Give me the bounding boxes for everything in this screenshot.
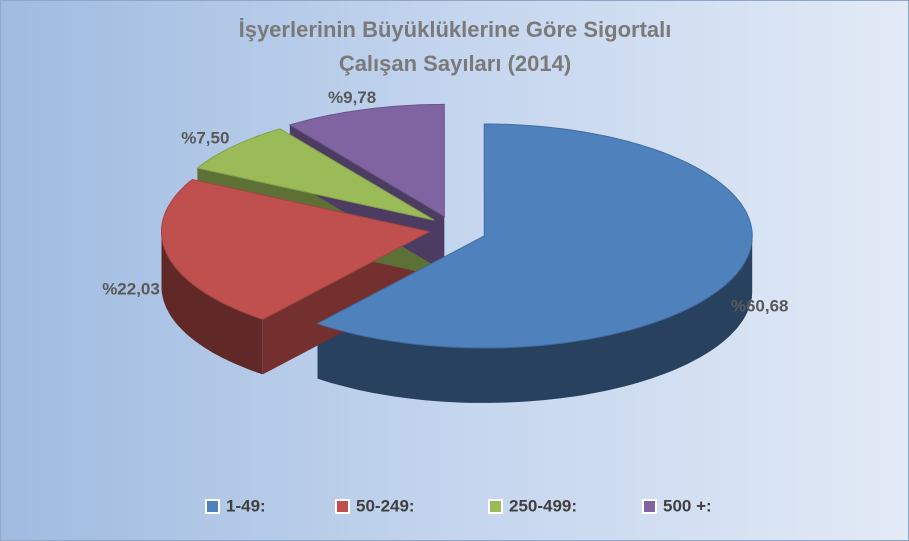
legend-label: 250-499:	[509, 496, 577, 515]
slice	[196, 128, 435, 221]
data-label: %9,78	[328, 88, 376, 107]
legend-label: 50-249:	[356, 496, 415, 515]
chart-title: İşyerlerinin Büyüklüklerine Göre Sigorta…	[238, 17, 672, 76]
legend-swatch	[205, 499, 220, 514]
data-label: %22,03	[102, 280, 160, 299]
slice-side	[317, 236, 753, 403]
data-label: %7,50	[181, 128, 229, 147]
data-label: %60,68	[731, 296, 789, 315]
legend-swatch	[642, 499, 657, 514]
slice-tops	[161, 103, 753, 349]
legend-swatch	[488, 499, 503, 514]
legend-label: 1-49:	[226, 496, 266, 515]
slice	[316, 123, 753, 349]
slice-side	[161, 231, 263, 375]
legend-swatch	[335, 499, 350, 514]
slice	[161, 178, 431, 320]
legend-label: 500 +:	[663, 496, 712, 515]
slice	[288, 103, 445, 218]
